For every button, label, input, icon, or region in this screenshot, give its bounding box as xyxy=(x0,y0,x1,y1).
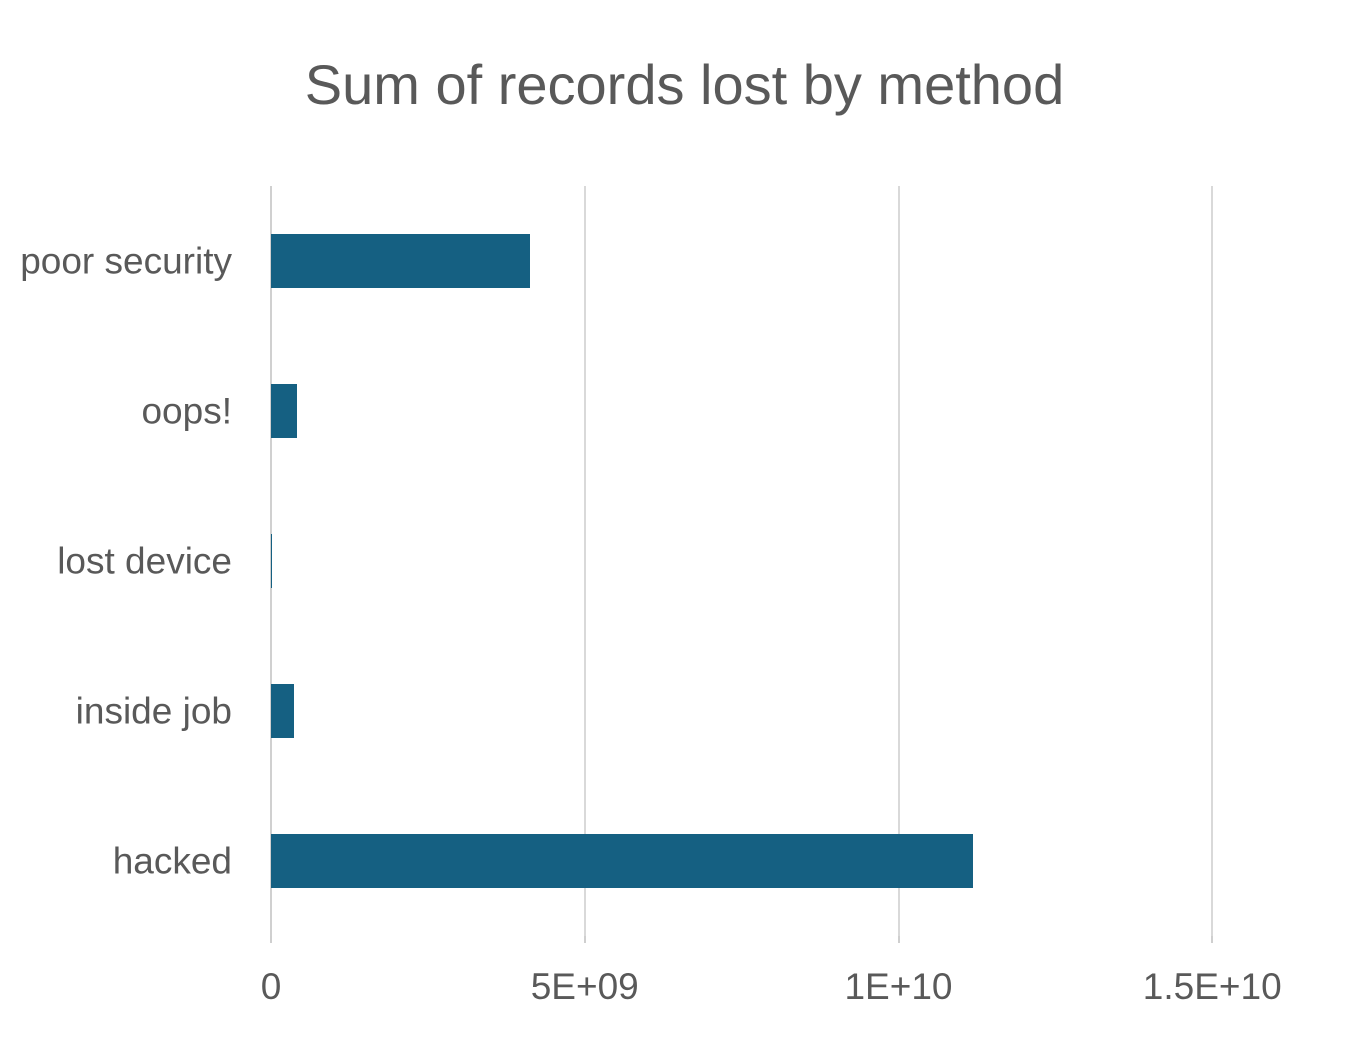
bar-poor-security xyxy=(271,234,530,288)
gridline xyxy=(1211,186,1214,936)
x-axis-tick-label: 0 xyxy=(260,966,282,1007)
x-axis-tick-mark xyxy=(1211,936,1214,943)
x-axis-tick-label: 1E+10 xyxy=(844,966,953,1007)
chart-title: Sum of records lost by method xyxy=(304,53,1065,116)
plot-area xyxy=(270,186,1275,936)
category-label: inside job xyxy=(75,690,232,732)
x-axis-tick-label: 5E+09 xyxy=(530,966,639,1007)
gridline xyxy=(583,186,586,936)
x-axis-tick-label: 1.5E+10 xyxy=(1142,966,1282,1007)
bar-inside-job xyxy=(271,684,294,738)
bar-lost-device xyxy=(271,534,273,588)
bar-hacked xyxy=(271,834,973,888)
x-axis-tick-mark xyxy=(270,936,272,943)
category-label: hacked xyxy=(112,840,232,882)
x-axis-tick-mark xyxy=(897,936,900,943)
category-label: lost device xyxy=(57,540,232,582)
category-label: poor security xyxy=(20,240,232,282)
x-axis-tick-mark xyxy=(583,936,586,943)
category-label: oops! xyxy=(141,390,232,432)
gridline xyxy=(897,186,900,936)
bar-oops xyxy=(271,384,298,438)
